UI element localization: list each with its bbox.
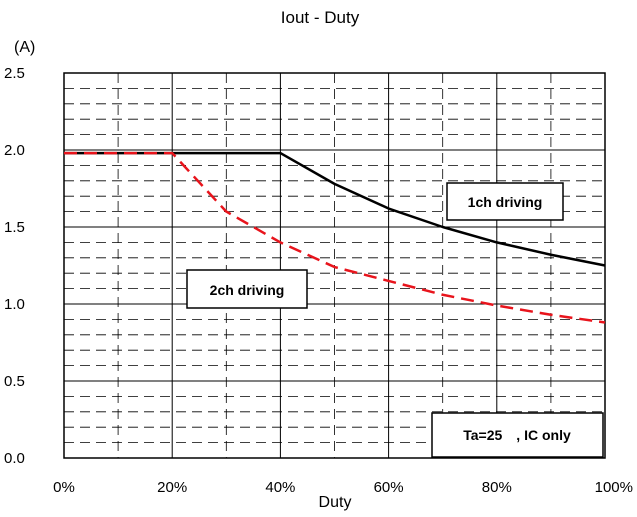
annotation-1ch-box: 1ch driving bbox=[446, 182, 564, 221]
x-tick-labels: 0% 20% 40% 60% 80% 100% bbox=[53, 479, 633, 496]
series-line-2ch-driving bbox=[64, 151, 606, 324]
y-tick-label: 1.0 bbox=[4, 296, 25, 313]
y-tick-labels: 0.0 0.5 1.0 1.5 2.0 2.5 bbox=[4, 65, 25, 467]
y-axis-label: (A) bbox=[14, 39, 35, 56]
x-tick-label: 80% bbox=[482, 479, 512, 496]
y-tick-label: 0.0 bbox=[4, 450, 25, 467]
annotation-1ch-label: 1ch driving bbox=[468, 194, 543, 210]
annotation-condition-box: Ta=25 , IC only bbox=[431, 412, 604, 458]
y-tick-label: 0.5 bbox=[4, 373, 25, 390]
y-tick-label: 1.5 bbox=[4, 219, 25, 236]
series-lines bbox=[64, 151, 606, 324]
x-tick-label: 40% bbox=[265, 479, 295, 496]
annotation-2ch-label: 2ch driving bbox=[210, 282, 285, 298]
annotation-condition-label: Ta=25 , IC only bbox=[463, 427, 571, 443]
annotation-2ch-box: 2ch driving bbox=[186, 269, 308, 309]
x-tick-label: 20% bbox=[157, 479, 187, 496]
x-tick-label: 100% bbox=[595, 479, 633, 496]
y-tick-label: 2.5 bbox=[4, 65, 25, 82]
chart-title: Iout - Duty bbox=[281, 8, 360, 27]
x-axis-label: Duty bbox=[319, 494, 352, 511]
x-tick-label: 60% bbox=[374, 479, 404, 496]
x-tick-label: 0% bbox=[53, 479, 75, 496]
y-tick-label: 2.0 bbox=[4, 142, 25, 159]
